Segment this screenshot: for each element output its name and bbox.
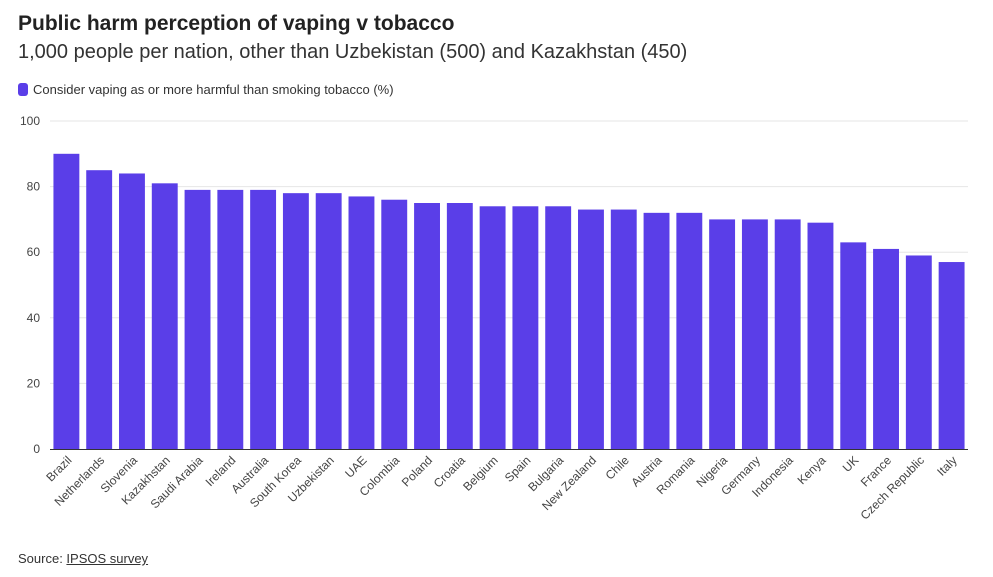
x-tick-label: Kenya	[795, 453, 829, 487]
x-tick-label: Belgium	[460, 453, 501, 494]
y-tick-label: 80	[27, 180, 41, 194]
bar-croatia[interactable]	[446, 203, 473, 449]
bar-czech-republic[interactable]	[905, 255, 932, 449]
bar-uzbekistan[interactable]	[315, 193, 342, 449]
x-tick-label: Poland	[399, 453, 435, 489]
chart-subtitle: 1,000 people per nation, other than Uzbe…	[18, 41, 688, 63]
x-axis-labels: BrazilNetherlandsSloveniaKazakhstanSaudi…	[43, 453, 959, 523]
x-tick-label: UAE	[342, 453, 369, 480]
bar-romania[interactable]	[676, 212, 703, 449]
bar-colombia[interactable]	[381, 199, 408, 449]
bar-uk[interactable]	[840, 242, 867, 449]
bar-south-korea[interactable]	[282, 193, 309, 449]
y-tick-label: 60	[27, 245, 41, 259]
bar-belgium[interactable]	[479, 206, 506, 449]
source-link[interactable]: IPSOS survey	[66, 551, 149, 566]
bar-slovenia[interactable]	[119, 173, 145, 450]
bar-kazakhstan[interactable]	[151, 183, 178, 449]
source-prefix: Source:	[18, 551, 67, 566]
bar-brazil[interactable]	[53, 153, 80, 450]
bar-chile[interactable]	[610, 209, 637, 449]
bar-ireland[interactable]	[217, 189, 244, 449]
bar-bulgaria[interactable]	[545, 206, 572, 449]
bar-austria[interactable]	[643, 212, 670, 449]
bar-france[interactable]	[873, 248, 899, 449]
y-tick-label: 20	[27, 376, 41, 390]
x-tick-label: UK	[840, 453, 862, 475]
y-tick-label: 0	[33, 442, 40, 456]
x-tick-label: Chile	[603, 453, 632, 482]
bar-spain[interactable]	[512, 206, 539, 449]
bar-saudi-arabia[interactable]	[184, 189, 211, 449]
bar-nigeria[interactable]	[709, 219, 736, 449]
bar-kenya[interactable]	[807, 222, 834, 449]
chart-title: Public harm perception of vaping v tobac…	[18, 12, 455, 35]
source-note: Source: IPSOS survey	[18, 551, 148, 566]
x-tick-label: Italy	[934, 453, 959, 478]
bar-chart: 0 20 40 60 80 100 BrazilNetherlandsSloveniaKa…	[20, 114, 968, 523]
bar-indonesia[interactable]	[774, 219, 801, 449]
bar-uae[interactable]	[348, 196, 375, 449]
bar-netherlands[interactable]	[86, 170, 113, 449]
legend-label: Consider vaping as or more harmful than …	[33, 82, 394, 97]
y-tick-label: 40	[27, 311, 41, 325]
y-tick-label: 100	[20, 114, 40, 128]
bar-germany[interactable]	[741, 219, 768, 449]
y-axis-ticks: 0 20 40 60 80 100	[20, 114, 40, 456]
bar-new-zealand[interactable]	[578, 209, 604, 449]
legend-swatch	[18, 83, 28, 96]
bars	[53, 153, 965, 450]
bar-australia[interactable]	[250, 189, 277, 449]
legend: Consider vaping as or more harmful than …	[18, 82, 394, 97]
bar-poland[interactable]	[414, 203, 440, 449]
bar-italy[interactable]	[938, 262, 965, 449]
